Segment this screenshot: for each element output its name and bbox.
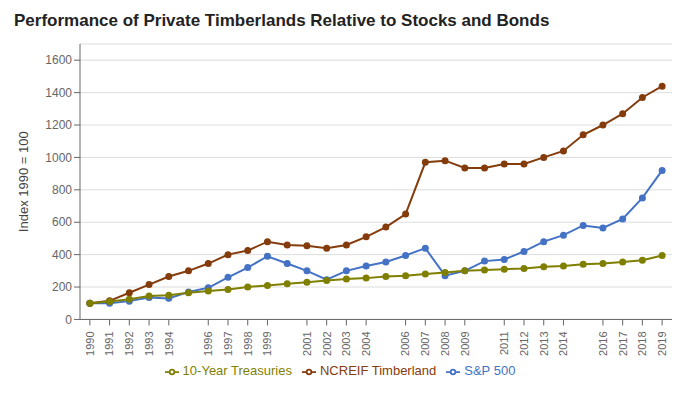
svg-text:2004: 2004 xyxy=(360,331,372,355)
html-text:S&P 500: S&P 500 xyxy=(464,363,516,379)
svg-text:600: 600 xyxy=(52,215,72,229)
html-text:10-Year Treasuries: 10-Year Treasuries xyxy=(182,363,292,379)
svg-text:1999: 1999 xyxy=(261,331,273,355)
svg-text:1990: 1990 xyxy=(84,331,96,355)
svg-text:2018: 2018 xyxy=(636,331,648,355)
svg-text:2019: 2019 xyxy=(656,331,668,355)
svg-text:1993: 1993 xyxy=(143,331,155,355)
html-text:NCREIF Timberland: NCREIF Timberland xyxy=(320,363,437,379)
svg-text:200: 200 xyxy=(52,280,72,294)
svg-text:2003: 2003 xyxy=(340,331,352,355)
svg-text:2009: 2009 xyxy=(459,331,471,355)
svg-text:2012: 2012 xyxy=(518,331,530,355)
svg-text:1600: 1600 xyxy=(45,53,72,67)
svg-text:2008: 2008 xyxy=(439,331,451,355)
svg-text:1998: 1998 xyxy=(242,331,254,355)
svg-text:400: 400 xyxy=(52,248,72,262)
svg-text:0: 0 xyxy=(65,313,72,327)
svg-text:2006: 2006 xyxy=(399,331,411,355)
svg-text:1994: 1994 xyxy=(163,331,175,355)
svg-text:2016: 2016 xyxy=(597,331,609,355)
svg-text:1992: 1992 xyxy=(123,331,135,355)
svg-text:1996: 1996 xyxy=(202,331,214,355)
svg-text:2014: 2014 xyxy=(557,331,569,355)
svg-text:2001: 2001 xyxy=(301,331,313,355)
svg-text:2007: 2007 xyxy=(419,331,431,355)
svg-text:1000: 1000 xyxy=(45,151,72,165)
svg-text:1400: 1400 xyxy=(45,86,72,100)
svg-text:2017: 2017 xyxy=(617,331,629,355)
svg-text:2002: 2002 xyxy=(321,331,333,355)
svg-text:1991: 1991 xyxy=(103,331,115,355)
svg-text:800: 800 xyxy=(52,183,72,197)
svg-text:1997: 1997 xyxy=(222,331,234,355)
svg-text:2013: 2013 xyxy=(538,331,550,355)
svg-text:Index 1990 = 100: Index 1990 = 100 xyxy=(16,131,31,232)
html-text:Performance of Private Timberl: Performance of Private Timberlands Relat… xyxy=(14,11,550,30)
svg-text:2011: 2011 xyxy=(498,331,510,355)
svg-text:1200: 1200 xyxy=(45,118,72,132)
